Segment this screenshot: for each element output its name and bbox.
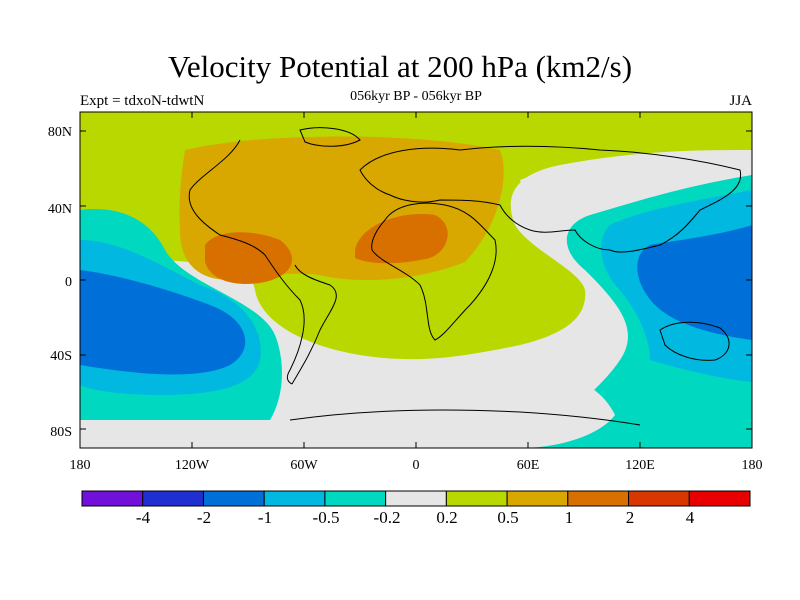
y-tick-label: 0 [65, 275, 72, 290]
colorbar-label: 2 [626, 508, 635, 527]
field-light-gray-pacific [520, 174, 585, 207]
y-tick-label: 40S [50, 349, 72, 364]
colorbar-label: -4 [136, 508, 151, 527]
colorbar [81, 490, 751, 507]
colorbar-label: 0.2 [436, 508, 457, 527]
contour-field [80, 112, 752, 448]
colorbar-box [81, 490, 144, 507]
field-blue-east [637, 225, 752, 340]
x-tick-label: 120W [175, 458, 210, 473]
colorbar-box [202, 490, 265, 507]
x-tick-label: 180 [742, 458, 763, 473]
colorbar-labels: -4 -2 -1 -0.5 -0.2 0.2 0.5 1 2 4 [136, 508, 695, 527]
x-tick-label: 0 [413, 458, 420, 473]
colorbar-box [688, 490, 751, 507]
colorbar-box [263, 490, 326, 507]
colorbar-box [385, 490, 447, 507]
colorbar-box [567, 490, 630, 507]
colorbar-label: -2 [197, 508, 211, 527]
colorbar-label: -1 [258, 508, 272, 527]
field-blue-west [80, 270, 246, 375]
colorbar-box [506, 490, 569, 507]
colorbar-box [445, 490, 508, 507]
x-tick-label: 60E [517, 458, 540, 473]
x-tick-label: 60W [290, 458, 318, 473]
colorbar-label: -0.5 [313, 508, 340, 527]
colorbar-box [142, 490, 204, 507]
colorbar-box [324, 490, 387, 507]
season-label: JJA [729, 93, 752, 109]
field-orange-east [355, 214, 448, 264]
x-axis-labels: 180 120W 60W 0 60E 120E 180 [70, 458, 763, 473]
colorbar-label: 4 [686, 508, 695, 527]
y-tick-label: 80S [50, 425, 72, 440]
map-title: Velocity Potential at 200 hPa (km2/s) [167, 49, 633, 84]
experiment-label: Expt = tdxoN-tdwtN [80, 93, 205, 109]
coastlines [188, 127, 742, 426]
colorbar-label: 0.5 [497, 508, 518, 527]
colorbar-label: -0.2 [374, 508, 401, 527]
y-tick-label: 40N [48, 202, 72, 217]
period-label: 056kyr BP - 056kyr BP [350, 89, 482, 104]
colorbar-box [628, 490, 690, 507]
y-axis-labels: 80N 40N 0 40S 80S [48, 125, 72, 440]
x-tick-label: 120E [625, 458, 655, 473]
field-orange-west [205, 232, 292, 284]
y-tick-label: 80N [48, 125, 72, 140]
axis-ticks [79, 112, 753, 448]
field-light-gray-south [282, 363, 615, 448]
colorbar-label: 1 [565, 508, 574, 527]
x-tick-label: 180 [70, 458, 91, 473]
